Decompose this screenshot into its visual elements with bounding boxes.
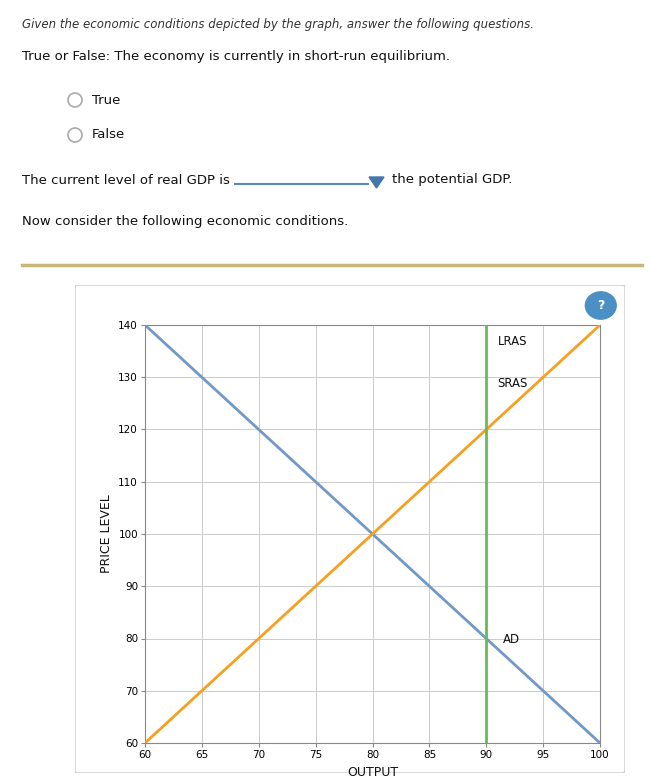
Text: Now consider the following economic conditions.: Now consider the following economic cond… xyxy=(22,215,348,229)
Polygon shape xyxy=(369,177,384,188)
Ellipse shape xyxy=(68,93,82,107)
Text: SRAS: SRAS xyxy=(497,377,528,390)
Text: True or False: The economy is currently in short-run equilibrium.: True or False: The economy is currently … xyxy=(22,50,450,63)
Text: LRAS: LRAS xyxy=(497,335,527,348)
X-axis label: OUTPUT: OUTPUT xyxy=(347,766,398,778)
Circle shape xyxy=(585,292,616,319)
Y-axis label: PRICE LEVEL: PRICE LEVEL xyxy=(100,495,113,573)
Text: Given the economic conditions depicted by the graph, answer the following questi: Given the economic conditions depicted b… xyxy=(22,18,534,31)
Text: AD: AD xyxy=(503,633,520,646)
Ellipse shape xyxy=(68,128,82,142)
Text: the potential GDP.: the potential GDP. xyxy=(392,174,512,186)
Text: True: True xyxy=(92,93,121,106)
Text: ?: ? xyxy=(597,299,604,312)
Text: False: False xyxy=(92,128,125,142)
FancyBboxPatch shape xyxy=(75,285,625,773)
Text: The current level of real GDP is: The current level of real GDP is xyxy=(22,174,230,186)
